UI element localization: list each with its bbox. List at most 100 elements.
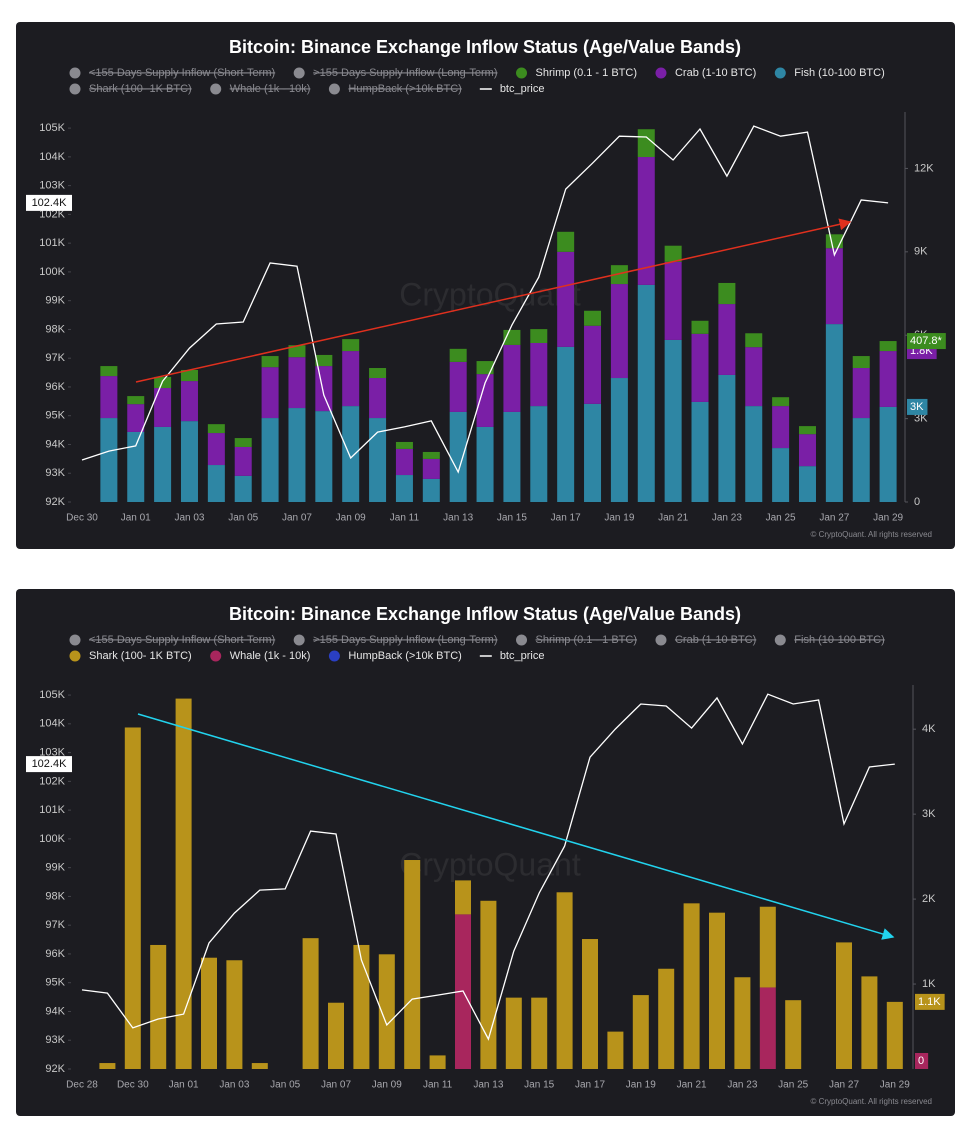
bar-segment [476, 426, 494, 502]
bar-segment [691, 333, 709, 402]
bar-segment [584, 325, 602, 404]
bar-segment [709, 912, 725, 1069]
legend-label: btc_price [500, 650, 545, 662]
y-tick-label: 94K [45, 1005, 65, 1017]
bar-segment [798, 466, 816, 502]
trend-arrow [135, 218, 852, 383]
bar-segment [207, 424, 225, 434]
series-tag-bg [907, 333, 946, 350]
bar-segment [342, 339, 360, 352]
bar-segment [288, 357, 306, 409]
x-tick-label: Jan 27 [819, 513, 849, 524]
bar-segment [328, 1002, 344, 1069]
y-tick-label: 104K [39, 151, 65, 163]
y-tick-label: 94K [45, 438, 65, 450]
y-tick-label: 95K [45, 977, 65, 989]
y-tick-label: 100K [39, 266, 65, 278]
bar-segment [449, 348, 467, 362]
legend-label: Whale (1k - 10k) [230, 83, 311, 95]
x-tick-label: Jan 05 [270, 1080, 300, 1091]
y2-tick-label: 12K [914, 162, 934, 174]
bar-segment [530, 342, 548, 407]
series-tag-bg [915, 1053, 929, 1069]
x-tick-label: Jan 21 [677, 1080, 707, 1091]
legend-label: >155 Days Supply Inflow (Long-Term) [313, 67, 497, 79]
watermark: CryptoQuant [399, 846, 581, 882]
y-tick-label: 102K [39, 775, 65, 787]
bar-segment [503, 411, 521, 502]
bar-segment [798, 426, 816, 435]
legend-marker [210, 83, 222, 95]
bar-segment [422, 458, 440, 479]
x-tick-label: Jan 09 [372, 1080, 402, 1091]
chart-title: Bitcoin: Binance Exchange Inflow Status … [229, 37, 741, 57]
y-tick-label: 92K [45, 496, 65, 508]
legend-label: btc_price [500, 83, 545, 95]
bar-segment [99, 1063, 116, 1069]
bar-segment [180, 369, 198, 382]
bar-segment [825, 234, 843, 249]
legend-label: >155 Days Supply Inflow (Long-Term) [313, 634, 497, 646]
bar-segment [610, 378, 628, 502]
x-tick-label: Jan 29 [880, 1080, 910, 1091]
bar-segment [503, 344, 521, 412]
x-tick-label: Jan 07 [282, 513, 312, 524]
bar-segment [422, 478, 440, 502]
bar-segment [557, 346, 575, 502]
x-tick-label: Jan 29 [873, 513, 903, 524]
legend-label: Shark (100- 1K BTC) [89, 83, 192, 95]
bar-segment [632, 995, 649, 1069]
y-tick-label: 103K [39, 180, 65, 192]
x-tick-label: Dec 28 [66, 1080, 98, 1091]
bar-segment [378, 954, 395, 1069]
bar-segment [154, 426, 172, 502]
bar-segment [772, 448, 790, 502]
bar-segment [480, 900, 497, 1069]
y-tick-label: 105K [39, 122, 65, 134]
bar-segment [369, 368, 387, 379]
series-tag: 3K [910, 401, 924, 413]
y-tick-label: 101K [39, 237, 65, 249]
bar-segment [395, 475, 413, 502]
bar-segment [404, 860, 421, 1069]
bar-segment [180, 421, 198, 502]
bar-segment [658, 968, 675, 1069]
x-tick-label: Jan 03 [174, 513, 204, 524]
x-tick-label: Jan 09 [336, 513, 366, 524]
x-tick-label: Jan 23 [727, 1080, 757, 1091]
bar-segment [302, 938, 319, 1069]
bar-segment [100, 366, 118, 377]
legend-marker [293, 67, 305, 79]
x-tick-label: Dec 30 [66, 513, 98, 524]
bar-segment [861, 976, 878, 1069]
bar-segment [429, 1055, 446, 1069]
legend-label: HumpBack (>10k BTC) [348, 83, 461, 95]
y-tick-label: 100K [39, 833, 65, 845]
bar-segment [315, 366, 333, 412]
legend-marker [293, 634, 305, 646]
bar-segment [342, 406, 360, 502]
bar-segment [449, 361, 467, 412]
bar-segment [610, 284, 628, 379]
bar-segment [785, 1000, 802, 1069]
bar-segment [637, 129, 655, 158]
legend-label: Fish (10-100 BTC) [794, 67, 884, 79]
x-tick-label: Jan 25 [778, 1080, 808, 1091]
legend-label: Crab (1-10 BTC) [675, 67, 756, 79]
y-tick-label: 93K [45, 467, 65, 479]
bar-segment [664, 339, 682, 502]
series-tag: 0 [918, 1055, 924, 1067]
legend-label: Fish (10-100 BTC) [794, 634, 884, 646]
bar-segment [369, 378, 387, 419]
y-tick-label: 96K [45, 948, 65, 960]
bar-segment [745, 347, 763, 407]
price-tag: 102.4K [32, 197, 68, 209]
legend-marker [655, 67, 667, 79]
bar-segment [395, 441, 413, 449]
legend-marker [774, 67, 786, 79]
bar-segment [127, 404, 145, 432]
x-tick-label: Jan 23 [712, 513, 742, 524]
legend-label: <155 Days Supply Inflow (Short-Term) [89, 634, 275, 646]
series-tag: 407.8* [910, 335, 943, 347]
bar-segment [207, 433, 225, 466]
